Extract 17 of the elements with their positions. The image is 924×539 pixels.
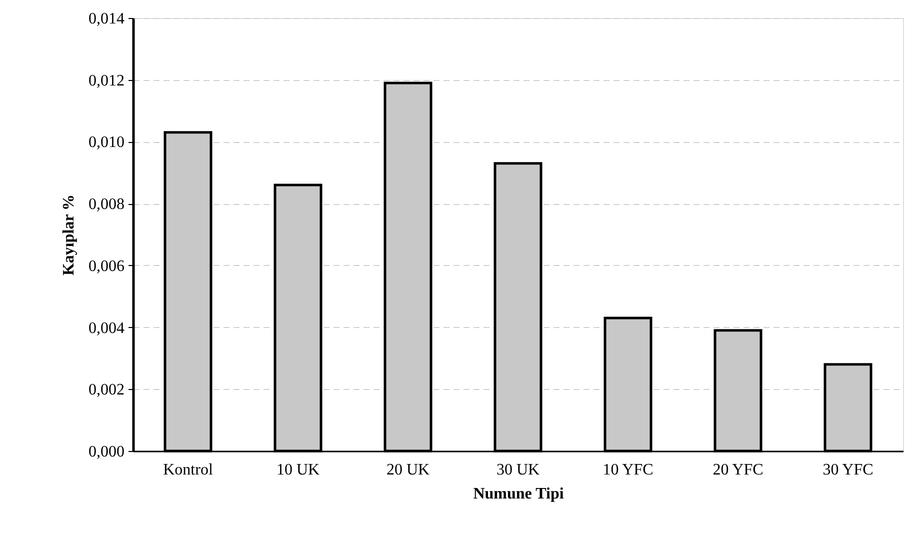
y-tick-label: 0,006: [88, 258, 124, 275]
x-tick-label: 10 UK: [276, 462, 320, 478]
y-tick-label: 0,000: [88, 444, 124, 460]
y-tick-label: 0,008: [88, 196, 124, 214]
y-tick-label: 0,014: [88, 10, 124, 28]
x-tick-label: 30 UK: [496, 462, 540, 478]
y-tick-label: 0,010: [88, 134, 124, 152]
x-tick-label: 20 UK: [386, 462, 430, 478]
y-axis-title: Kayıplar %: [60, 194, 78, 276]
y-tick-label: 0,002: [88, 382, 124, 399]
x-tick-label: 10 YFC: [602, 462, 654, 478]
y-tick-label: 0,012: [88, 72, 124, 90]
x-tick-label: Kontrol: [163, 462, 214, 478]
x-axis-title: Numune Tipi: [473, 486, 564, 502]
x-tick-label: 20 YFC: [712, 462, 764, 478]
x-tick-label: 30 YFC: [822, 462, 874, 478]
y-tick-label: 0,004: [88, 320, 124, 337]
